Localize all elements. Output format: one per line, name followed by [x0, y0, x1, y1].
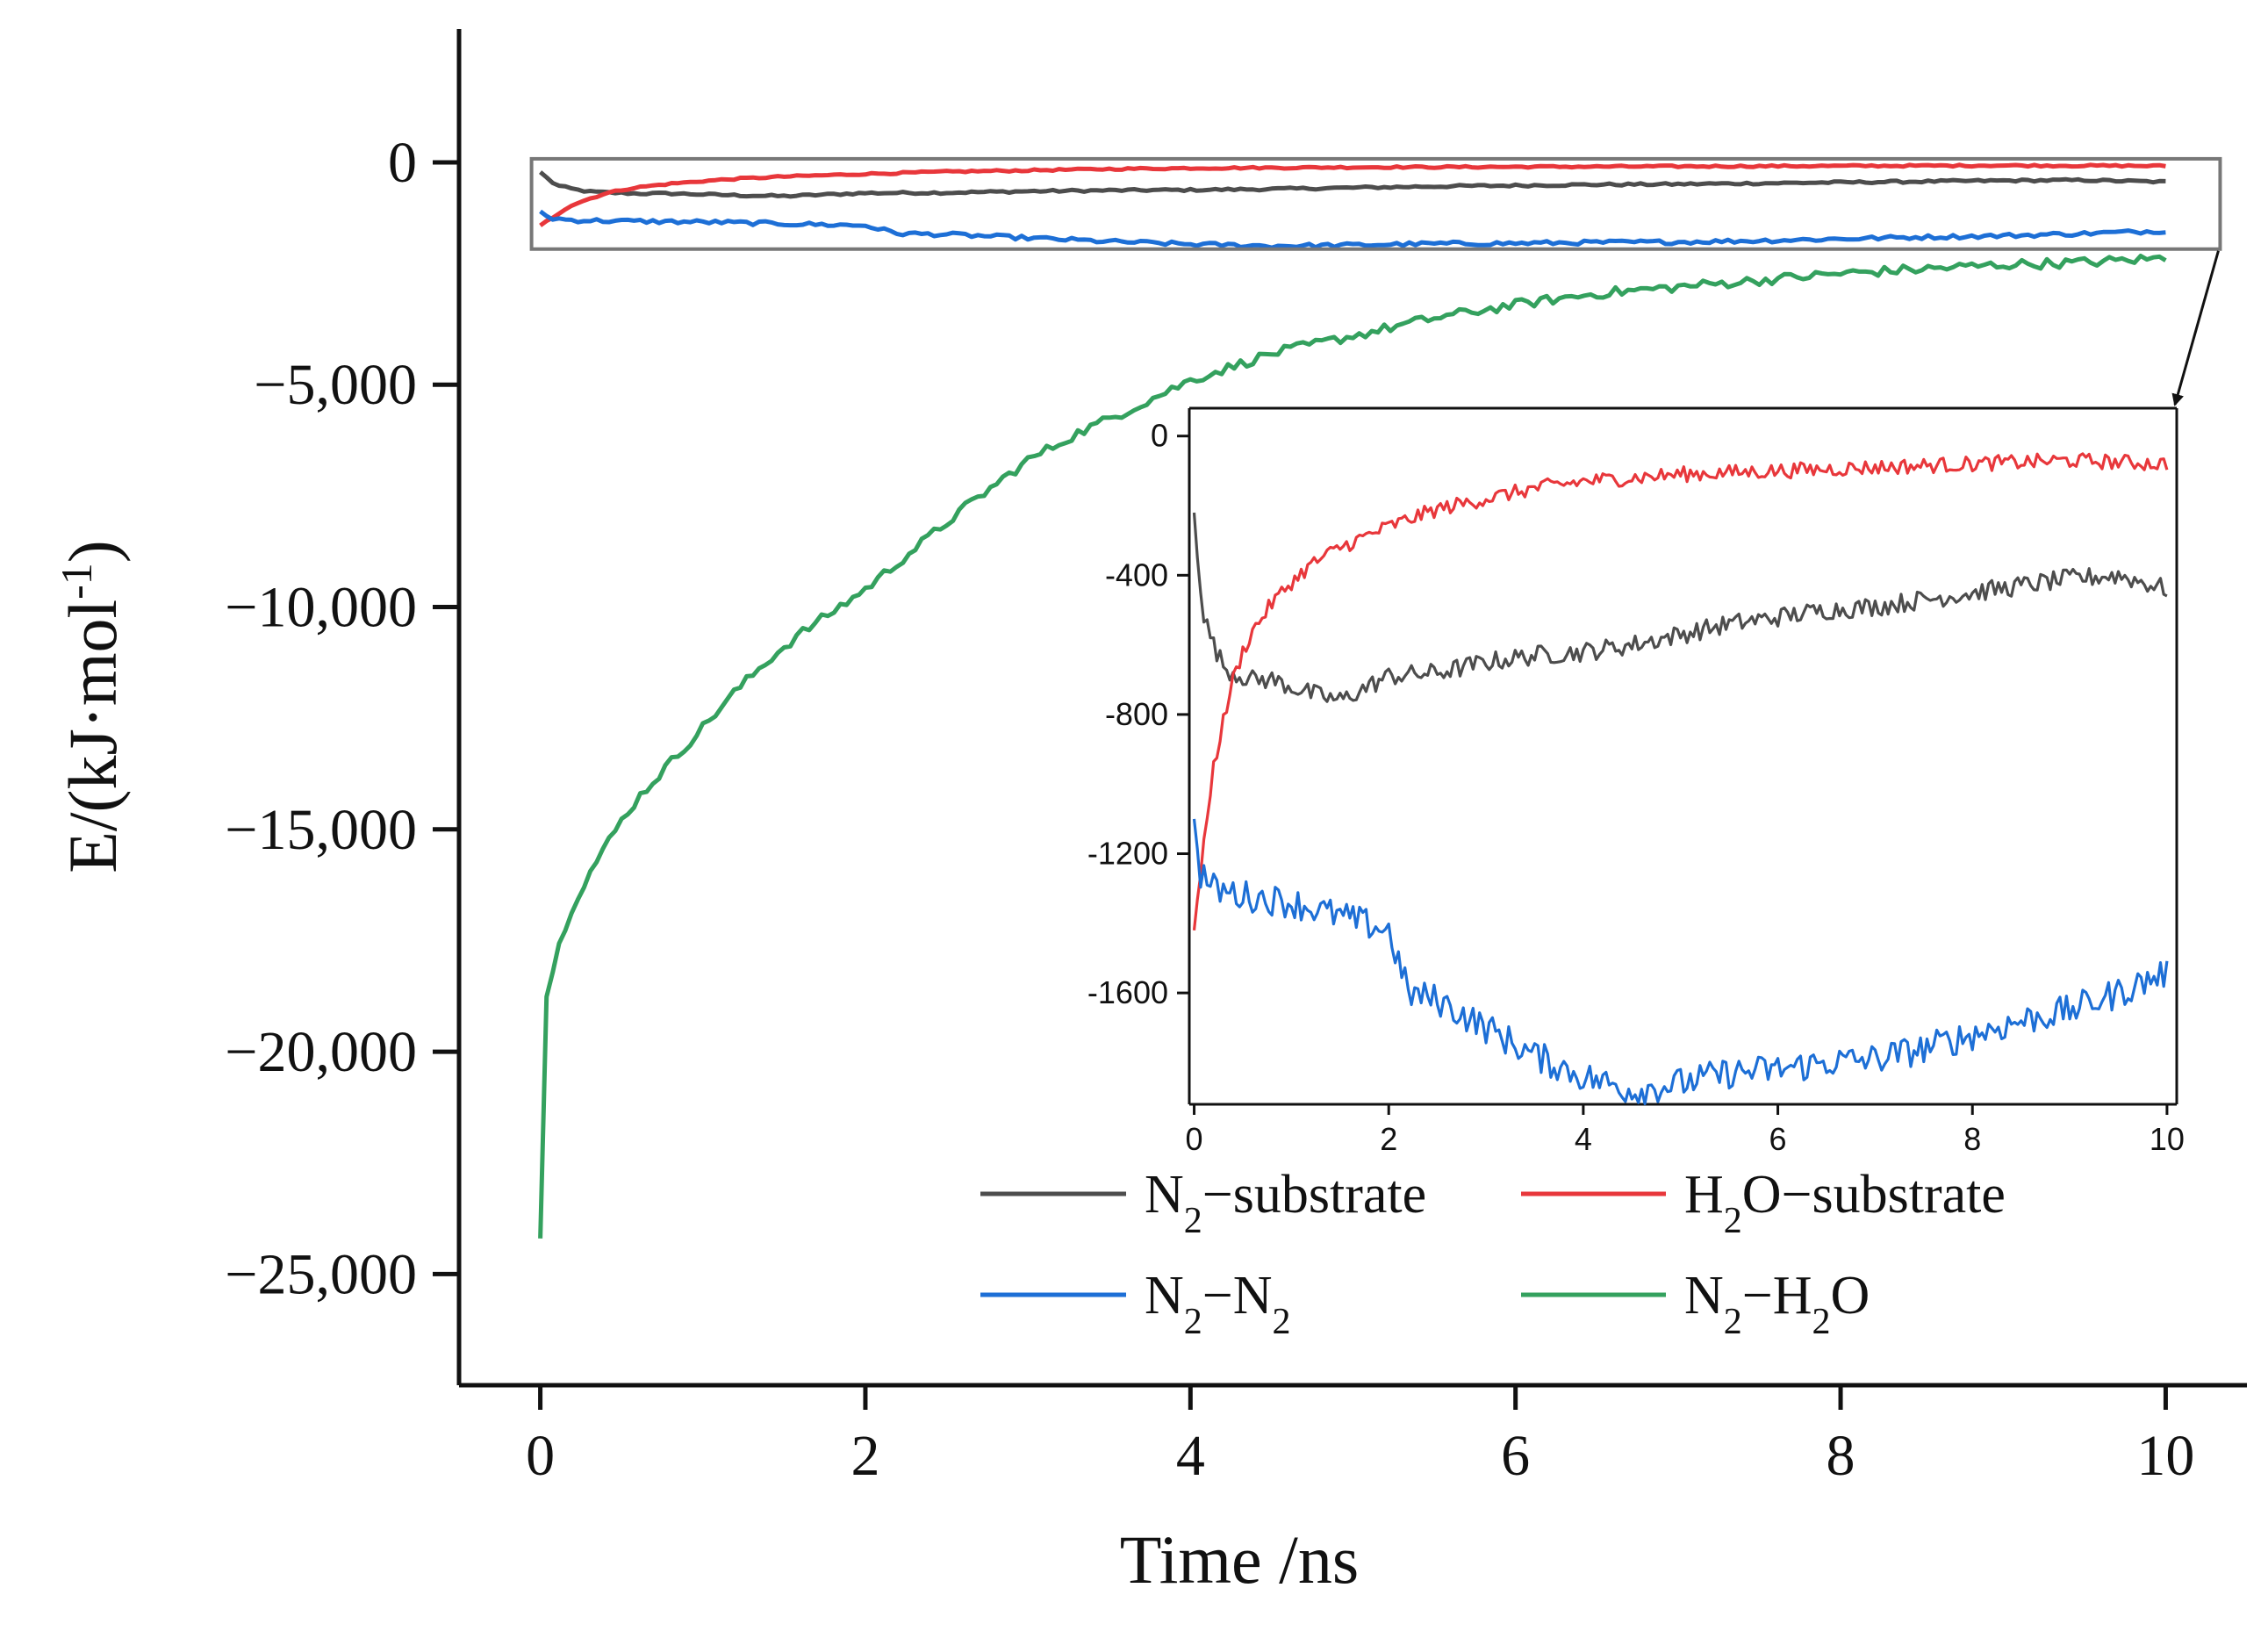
- legend-label-h2o-substrate: H2O−substrate: [1684, 1165, 2006, 1241]
- main-y-tick-label: −15,000: [225, 798, 417, 862]
- inset-x-tick-label: 4: [1575, 1121, 1592, 1157]
- legend-item-n2-substrate: N2−substrate: [980, 1165, 1426, 1241]
- main-y-tick-label: −5,000: [254, 353, 417, 417]
- inset-background: [1189, 408, 2177, 1106]
- legend-label-n2-substrate: N2−substrate: [1145, 1165, 1426, 1241]
- main-series-line-N2−N2: [541, 212, 2166, 248]
- main-x-tick-label: 0: [526, 1424, 555, 1488]
- main-x-tick-label: 4: [1176, 1424, 1205, 1488]
- inset-x-tick-label: 10: [2150, 1121, 2185, 1157]
- main-x-ticks: 0 2 4 6 8 10: [526, 1385, 2194, 1488]
- y-axis-title: E/(kJ·mol-1): [52, 540, 131, 873]
- x-axis-title: Time /ns: [1120, 1521, 1359, 1598]
- inset-y-tick-label: -400: [1105, 557, 1168, 593]
- main-y-tick-label: −10,000: [225, 576, 417, 640]
- chart-svg: 0 −5,000 −10,000 −15,000 −20,000 −25,000 0 2 4 6…: [0, 0, 2268, 1627]
- main-y-tick-label: −25,000: [225, 1242, 417, 1306]
- inset-y-tick-label: -1600: [1087, 974, 1168, 1010]
- inset-y-tick-label: 0: [1151, 418, 1168, 454]
- chart-figure: 0 −5,000 −10,000 −15,000 −20,000 −25,000 0 2 4 6…: [0, 0, 2268, 1627]
- legend-item-n2-n2: N2−N2: [980, 1266, 1291, 1342]
- inset-x-tick-label: 2: [1380, 1121, 1397, 1157]
- inset-x-ticks: 0 2 4 6 8 10: [1186, 1104, 2185, 1157]
- inset-y-tick-label: -1200: [1087, 836, 1168, 872]
- main-x-tick-label: 10: [2136, 1424, 2194, 1488]
- legend-item-n2-h2o: N2−H2O: [1521, 1266, 1870, 1342]
- main-x-tick-label: 8: [1827, 1424, 1855, 1488]
- legend-label-n2-n2: N2−N2: [1145, 1266, 1291, 1342]
- main-x-tick-label: 2: [850, 1424, 879, 1488]
- zoom-arrow: [2175, 251, 2218, 405]
- main-y-ticks: 0 −5,000 −10,000 −15,000 −20,000 −25,000: [225, 131, 459, 1306]
- y-axis-title-main: E/(kJ·mol: [54, 600, 131, 873]
- legend-item-h2o-substrate: H2O−substrate: [1521, 1165, 2006, 1241]
- main-x-tick-label: 6: [1501, 1424, 1530, 1488]
- inset-x-tick-label: 6: [1769, 1121, 1787, 1157]
- legend-label-n2-h2o: N2−H2O: [1684, 1266, 1870, 1342]
- inset-y-ticks: 0 -400 -800 -1200 -1600: [1087, 418, 1189, 1010]
- inset-x-tick-label: 0: [1186, 1121, 1203, 1157]
- legend: N2−substrate H2O−substrate N2−N2 N2−H2O: [980, 1165, 2006, 1342]
- inset-y-tick-label: -800: [1105, 696, 1168, 732]
- main-y-tick-label: −20,000: [225, 1020, 417, 1084]
- inset-x-tick-label: 8: [1963, 1121, 1981, 1157]
- y-axis-title-sup: -1: [52, 563, 101, 600]
- y-axis-title-end: ): [54, 540, 131, 563]
- main-y-tick-label: 0: [388, 131, 417, 195]
